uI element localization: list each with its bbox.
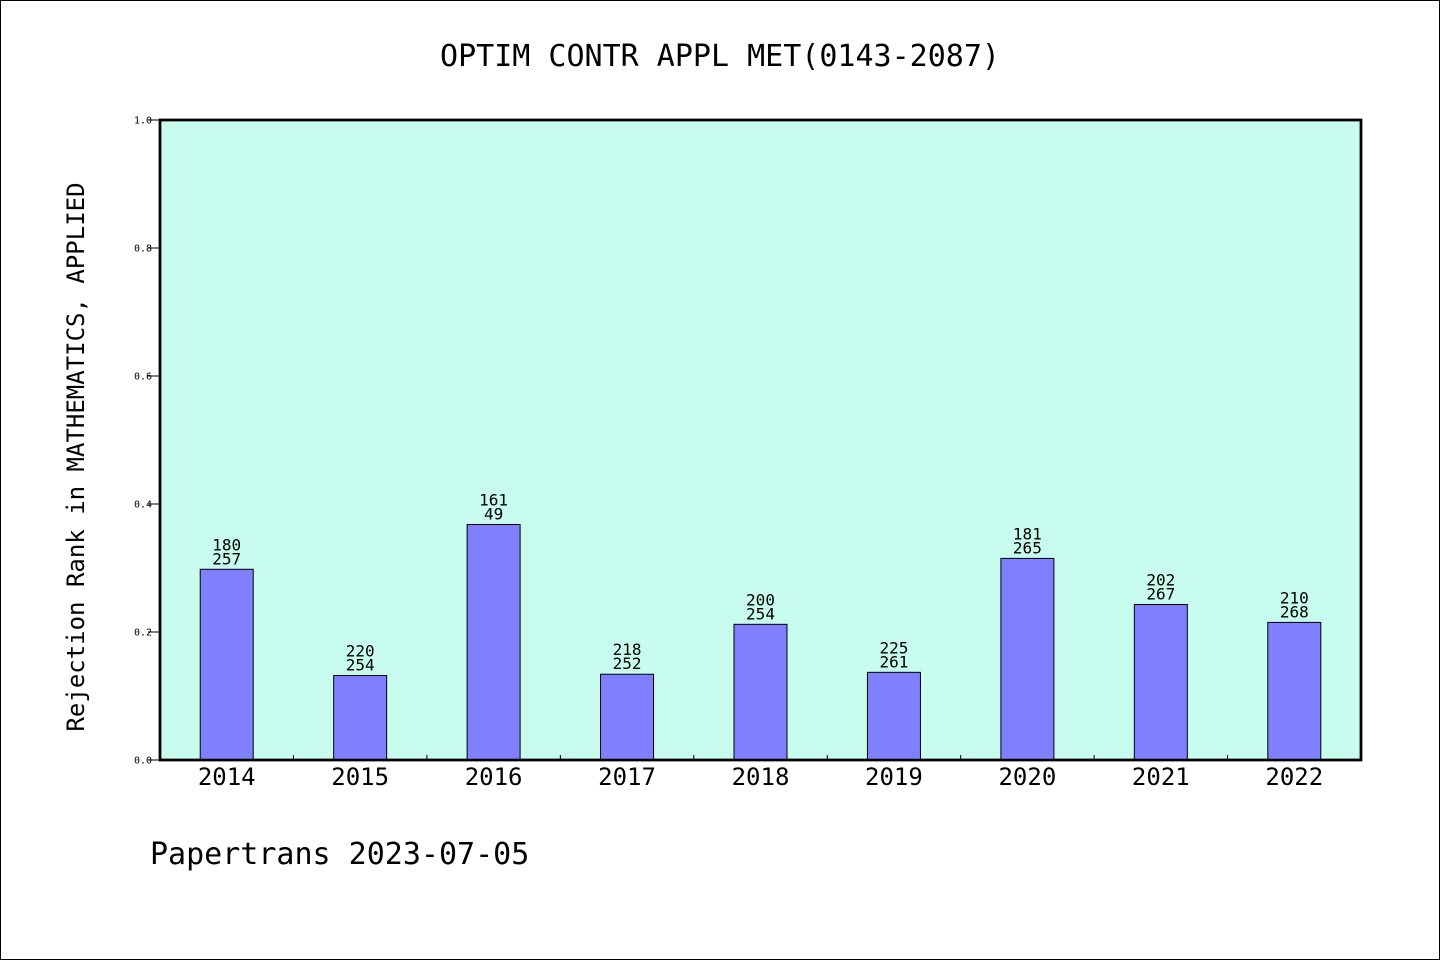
- bar-label-top: 202: [1146, 570, 1175, 589]
- bar-2015: [333, 675, 388, 761]
- y-tick-label: 0.0: [134, 756, 152, 767]
- y-tick-label: 0.2: [134, 628, 152, 639]
- y-axis-label: Rejection Rank in MATHEMATICS, APPLIED: [62, 182, 90, 731]
- bar-label-top: 218: [613, 640, 642, 659]
- bar-label-bottom: 254: [746, 604, 775, 623]
- bar-label-top: 220: [346, 642, 375, 661]
- x-tick-label: 2022: [1265, 763, 1323, 791]
- chart-title: OPTIM CONTR APPL MET(0143-2087): [440, 39, 1000, 74]
- bar-2016: [466, 523, 521, 761]
- x-tick-label: 2015: [331, 763, 389, 791]
- x-tick-label: 2018: [732, 763, 790, 791]
- bar-2017: [600, 673, 655, 761]
- bar-2021: [1133, 603, 1188, 761]
- x-tick-label: 2016: [465, 763, 523, 791]
- bar-label-top: 180: [212, 535, 241, 554]
- bar-2022: [1267, 621, 1322, 761]
- y-tick-label: 0.8: [134, 244, 152, 255]
- bar-label-bottom: 49: [484, 504, 503, 523]
- bar-label-bottom: 252: [613, 654, 642, 673]
- bar-label-top: 181: [1013, 524, 1042, 543]
- y-tick-label: 1.0: [134, 116, 152, 127]
- plot-border: [158, 118, 1363, 762]
- x-tick-label: 2020: [998, 763, 1056, 791]
- bar-labels: 1802572202541614921825220025422526118126…: [212, 490, 1308, 674]
- bar-label-bottom: 265: [1013, 538, 1042, 557]
- bar-label-bottom: 268: [1280, 602, 1309, 621]
- bar-label-top: 200: [746, 590, 775, 609]
- x-tick-labels: 2014 2015 2016 2017 2018 2019 2020 2021 2022: [198, 763, 1323, 791]
- bar-2019: [866, 671, 921, 761]
- y-tick-label: 0.6: [134, 372, 152, 383]
- bar-label-top: 161: [479, 490, 508, 509]
- bar-label-top: 225: [879, 638, 908, 657]
- y-axis: 0.0 0.2 0.4 0.6 0.8 1.0: [134, 116, 160, 767]
- x-tick-label: 2017: [598, 763, 656, 791]
- footer-text: Papertrans 2023-07-05: [150, 837, 529, 872]
- bar-2014: [199, 568, 254, 761]
- bar-label-bottom: 257: [212, 549, 241, 568]
- bar-label-bottom: 254: [346, 656, 375, 675]
- x-tick-label: 2019: [865, 763, 923, 791]
- x-tick-label: 2014: [198, 763, 256, 791]
- bar-2020: [1000, 557, 1055, 761]
- bar-label-bottom: 261: [879, 652, 908, 671]
- bar-2018: [733, 623, 788, 761]
- bar-label-top: 210: [1280, 588, 1309, 607]
- x-tick-label: 2021: [1132, 763, 1190, 791]
- y-tick-label: 0.4: [134, 500, 152, 511]
- bar-label-bottom: 267: [1146, 584, 1175, 603]
- bars: [199, 523, 1322, 761]
